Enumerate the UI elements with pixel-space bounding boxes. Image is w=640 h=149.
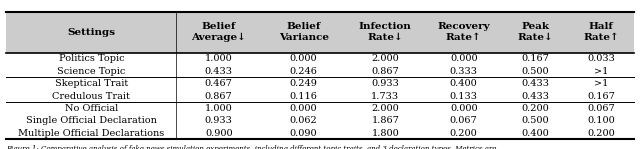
Text: Belief
Variance: Belief Variance xyxy=(278,22,329,42)
Text: Skeptical Trait: Skeptical Trait xyxy=(54,79,128,88)
Text: Peak
Rate↓: Peak Rate↓ xyxy=(518,22,554,42)
Text: Science Topic: Science Topic xyxy=(57,67,125,76)
Text: 0.067: 0.067 xyxy=(450,116,477,125)
Text: 0.867: 0.867 xyxy=(205,91,232,101)
Text: 0.200: 0.200 xyxy=(587,129,615,138)
Text: 1.800: 1.800 xyxy=(371,129,399,138)
Text: 0.067: 0.067 xyxy=(587,104,615,113)
Text: 0.200: 0.200 xyxy=(522,104,550,113)
Text: 0.000: 0.000 xyxy=(450,104,477,113)
Text: 0.933: 0.933 xyxy=(205,116,233,125)
Text: 0.400: 0.400 xyxy=(450,79,477,88)
Text: 0.000: 0.000 xyxy=(290,104,317,113)
Text: 0.500: 0.500 xyxy=(522,116,549,125)
Text: Politics Topic: Politics Topic xyxy=(58,54,124,63)
Text: 0.246: 0.246 xyxy=(290,67,317,76)
Text: 0.433: 0.433 xyxy=(205,67,233,76)
Text: 0.433: 0.433 xyxy=(522,79,550,88)
Text: 0.467: 0.467 xyxy=(205,79,233,88)
Text: Single Official Declaration: Single Official Declaration xyxy=(26,116,157,125)
Text: 0.033: 0.033 xyxy=(587,54,615,63)
Text: 0.000: 0.000 xyxy=(450,54,477,63)
Text: >1: >1 xyxy=(594,79,608,88)
Text: Credulous Trait: Credulous Trait xyxy=(52,91,131,101)
Text: Half
Rate↑: Half Rate↑ xyxy=(583,22,619,42)
Text: 2.000: 2.000 xyxy=(371,54,399,63)
Text: 0.933: 0.933 xyxy=(371,79,399,88)
Bar xyxy=(6,12,634,53)
Text: 1.867: 1.867 xyxy=(371,116,399,125)
Text: 0.100: 0.100 xyxy=(587,116,615,125)
Text: No Official: No Official xyxy=(65,104,118,113)
Text: 1.733: 1.733 xyxy=(371,91,399,101)
Text: 0.249: 0.249 xyxy=(290,79,317,88)
Text: 1.000: 1.000 xyxy=(205,104,232,113)
Text: 0.090: 0.090 xyxy=(290,129,317,138)
Text: Settings: Settings xyxy=(67,28,115,37)
Text: 0.900: 0.900 xyxy=(205,129,232,138)
Text: Figure 1: Comparative analysis of fake news simulation experiments, including di: Figure 1: Comparative analysis of fake n… xyxy=(6,145,497,149)
Text: 1.000: 1.000 xyxy=(205,54,232,63)
Text: >1: >1 xyxy=(594,67,608,76)
Text: 0.200: 0.200 xyxy=(450,129,477,138)
Text: 0.333: 0.333 xyxy=(450,67,477,76)
Text: 0.167: 0.167 xyxy=(522,54,550,63)
Text: 0.400: 0.400 xyxy=(522,129,550,138)
Text: Multiple Official Declarations: Multiple Official Declarations xyxy=(18,129,164,138)
Text: 0.000: 0.000 xyxy=(290,54,317,63)
Text: 0.116: 0.116 xyxy=(290,91,317,101)
Text: 0.500: 0.500 xyxy=(522,67,549,76)
Text: 2.000: 2.000 xyxy=(371,104,399,113)
Text: 0.167: 0.167 xyxy=(587,91,615,101)
Text: 0.133: 0.133 xyxy=(450,91,477,101)
Text: 0.433: 0.433 xyxy=(522,91,550,101)
Text: 0.062: 0.062 xyxy=(290,116,317,125)
Text: 0.867: 0.867 xyxy=(371,67,399,76)
Text: Infection
Rate↓: Infection Rate↓ xyxy=(359,22,412,42)
Text: Recovery
Rate↑: Recovery Rate↑ xyxy=(437,22,490,42)
Text: Belief
Average↓: Belief Average↓ xyxy=(191,22,246,42)
